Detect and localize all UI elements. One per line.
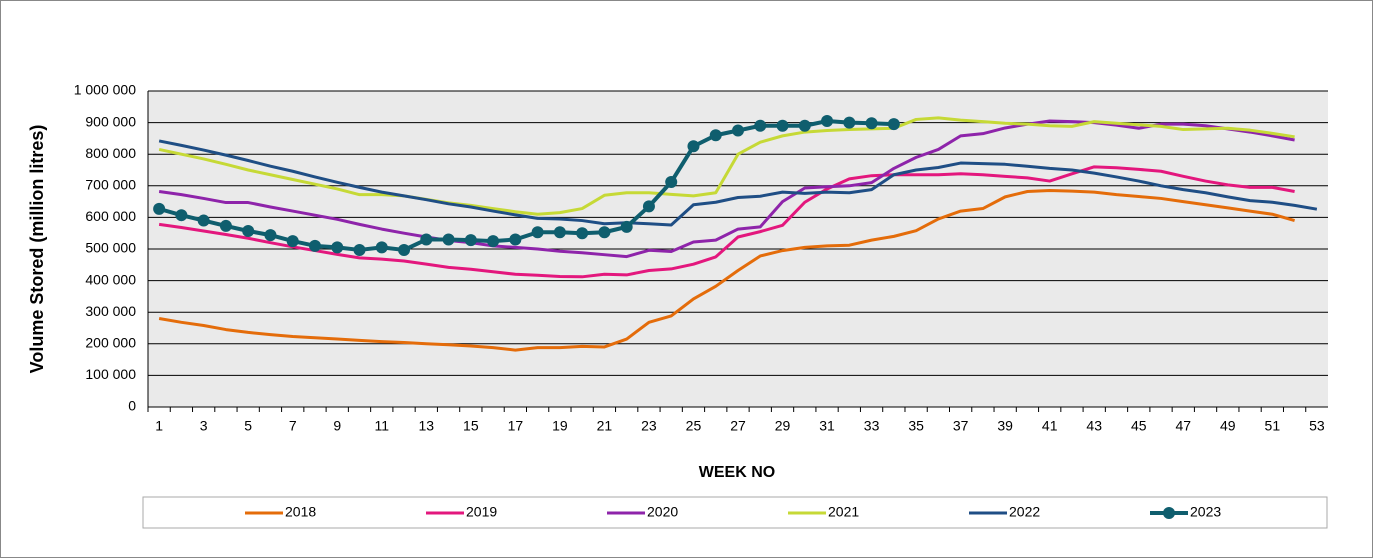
series-line bbox=[158, 189, 1296, 352]
series-marker bbox=[219, 219, 232, 232]
series-marker bbox=[353, 243, 366, 256]
series-marker bbox=[620, 220, 633, 233]
series-marker bbox=[732, 124, 744, 137]
x-tick-label: 31 bbox=[819, 418, 835, 434]
x-tick-label: 53 bbox=[1309, 418, 1325, 434]
series-marker bbox=[798, 119, 811, 132]
series-marker bbox=[375, 241, 388, 254]
y-tick-label: 0 bbox=[128, 398, 136, 414]
y-axis-title: Volume Stored (million litres) bbox=[27, 125, 47, 374]
series-marker bbox=[153, 202, 166, 215]
y-tick-label: 500 000 bbox=[85, 240, 136, 256]
x-tick-label: 1 bbox=[155, 418, 163, 434]
x-axis-title: WEEK NO bbox=[699, 464, 775, 481]
series-line bbox=[158, 139, 1318, 227]
x-tick-label: 43 bbox=[1086, 418, 1102, 434]
legend bbox=[142, 496, 1328, 529]
x-tick-label: 39 bbox=[997, 418, 1013, 434]
y-tick-label: 400 000 bbox=[85, 271, 136, 287]
x-tick-label: 47 bbox=[1175, 418, 1191, 434]
series-marker bbox=[821, 115, 834, 128]
x-tick-label: 49 bbox=[1220, 418, 1236, 434]
series-marker bbox=[197, 214, 210, 227]
series-marker bbox=[665, 176, 678, 189]
x-tick-label: 51 bbox=[1265, 418, 1281, 434]
x-tick-label: 19 bbox=[552, 418, 568, 434]
x-tick-label: 37 bbox=[953, 418, 969, 434]
y-tick-label: 800 000 bbox=[85, 145, 136, 161]
x-tick-label: 17 bbox=[508, 418, 524, 434]
x-tick-label: 45 bbox=[1131, 418, 1147, 434]
series-marker bbox=[420, 233, 433, 246]
x-tick-label: 7 bbox=[289, 418, 297, 434]
series-marker bbox=[754, 119, 767, 132]
y-tick-label: 300 000 bbox=[85, 303, 136, 319]
series-marker bbox=[553, 226, 566, 239]
series-marker bbox=[331, 241, 344, 254]
series-marker bbox=[442, 233, 455, 246]
series-marker bbox=[264, 229, 277, 242]
y-tick-label: 600 000 bbox=[85, 208, 136, 224]
series-line bbox=[158, 165, 1295, 279]
x-tick-label: 5 bbox=[244, 418, 252, 434]
x-tick-label: 11 bbox=[375, 418, 390, 434]
series-marker bbox=[487, 235, 500, 248]
legend-label: 2019 bbox=[466, 504, 497, 520]
y-tick-label: 700 000 bbox=[85, 177, 136, 193]
legend-marker bbox=[1163, 507, 1175, 519]
series-marker bbox=[642, 200, 655, 213]
x-tick-label: 15 bbox=[463, 418, 479, 434]
x-tick-label: 21 bbox=[597, 418, 613, 434]
legend-label: 2022 bbox=[1009, 504, 1040, 520]
series-marker bbox=[286, 235, 299, 248]
x-tick-label: 13 bbox=[419, 418, 435, 434]
x-tick-label: 29 bbox=[775, 418, 791, 434]
series-marker bbox=[242, 224, 255, 237]
series-marker bbox=[175, 209, 188, 222]
legend-label: 2018 bbox=[285, 504, 316, 520]
y-tick-label: 900 000 bbox=[85, 113, 136, 129]
x-tick-label: 3 bbox=[200, 418, 208, 434]
series-marker bbox=[709, 129, 722, 142]
series-marker bbox=[576, 227, 589, 240]
x-tick-label: 33 bbox=[864, 418, 880, 434]
series-line bbox=[158, 116, 1295, 216]
series-marker bbox=[887, 118, 900, 131]
x-tick-label: 27 bbox=[730, 418, 746, 434]
series-marker bbox=[776, 119, 789, 132]
series-marker bbox=[464, 234, 477, 247]
series-marker bbox=[509, 233, 522, 246]
legend-label: 2020 bbox=[647, 504, 678, 520]
series-marker bbox=[531, 226, 544, 239]
x-tick-label: 25 bbox=[686, 418, 702, 434]
series-marker bbox=[598, 226, 611, 239]
x-tick-label: 9 bbox=[333, 418, 341, 434]
series-marker bbox=[843, 116, 856, 129]
y-tick-label: 200 000 bbox=[85, 335, 136, 351]
x-tick-label: 41 bbox=[1042, 418, 1058, 434]
series-marker bbox=[398, 243, 411, 256]
series-marker bbox=[308, 239, 321, 252]
y-tick-label: 1 000 000 bbox=[74, 82, 136, 98]
x-tick-label: 35 bbox=[908, 418, 924, 434]
y-tick-label: 100 000 bbox=[85, 366, 136, 382]
series-marker bbox=[687, 140, 700, 153]
legend-label: 2021 bbox=[828, 504, 859, 520]
legend-label: 2023 bbox=[1190, 504, 1221, 520]
series-line bbox=[158, 119, 894, 252]
series-marker bbox=[865, 117, 878, 130]
x-tick-label: 23 bbox=[641, 418, 657, 434]
